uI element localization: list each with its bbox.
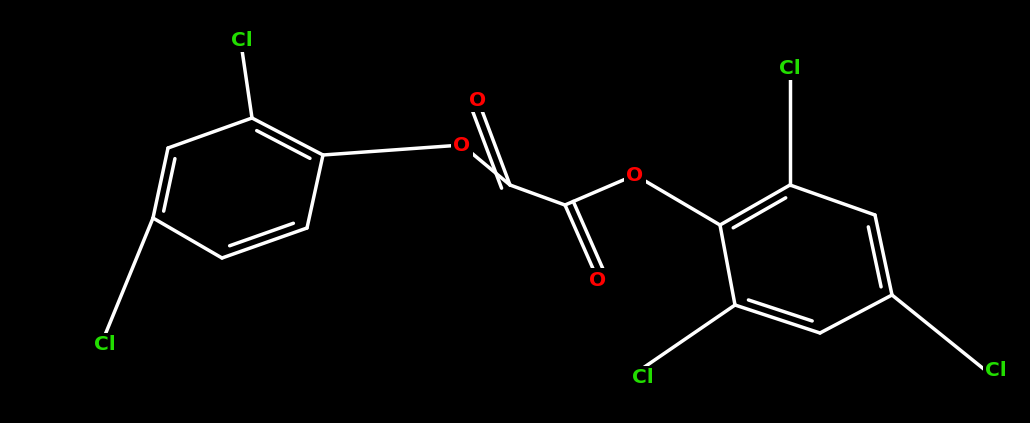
Text: O: O xyxy=(626,165,644,184)
Text: Cl: Cl xyxy=(632,368,654,387)
Text: Cl: Cl xyxy=(231,31,253,50)
Text: Cl: Cl xyxy=(94,335,115,354)
Text: O: O xyxy=(589,270,607,289)
Text: O: O xyxy=(470,91,486,110)
Text: O: O xyxy=(453,135,471,154)
Text: Cl: Cl xyxy=(779,59,801,78)
Text: Cl: Cl xyxy=(985,360,1006,379)
